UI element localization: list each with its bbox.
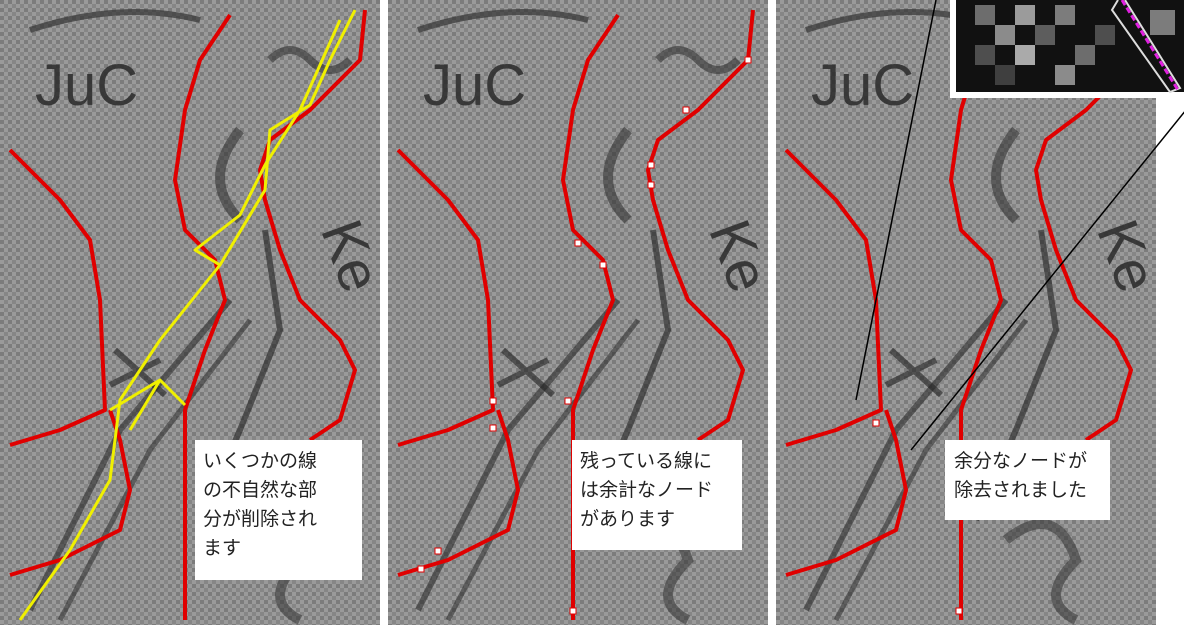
zoom-inset [950,0,1184,98]
screenshot: JuC Ke JuC Ke [0,0,1184,625]
caption-line: 余分なノードが [954,450,1087,472]
map-label: JuC [811,53,914,118]
map-label: JuC [35,53,138,118]
caption-line: 残っている線に [580,450,712,472]
caption-line: ます [203,537,241,559]
caption-line: があります [580,508,675,530]
caption-line: 除去されました [954,479,1087,501]
panel: JuC Ke [388,0,782,625]
panel: JuC Ke [0,0,394,625]
caption-line: 分が削除され [203,508,317,530]
map-label: JuC [423,53,526,118]
caption-line: の不自然な部 [203,479,317,501]
caption-line: は余計なノード [580,479,713,501]
caption-line: いくつかの線 [203,450,317,472]
